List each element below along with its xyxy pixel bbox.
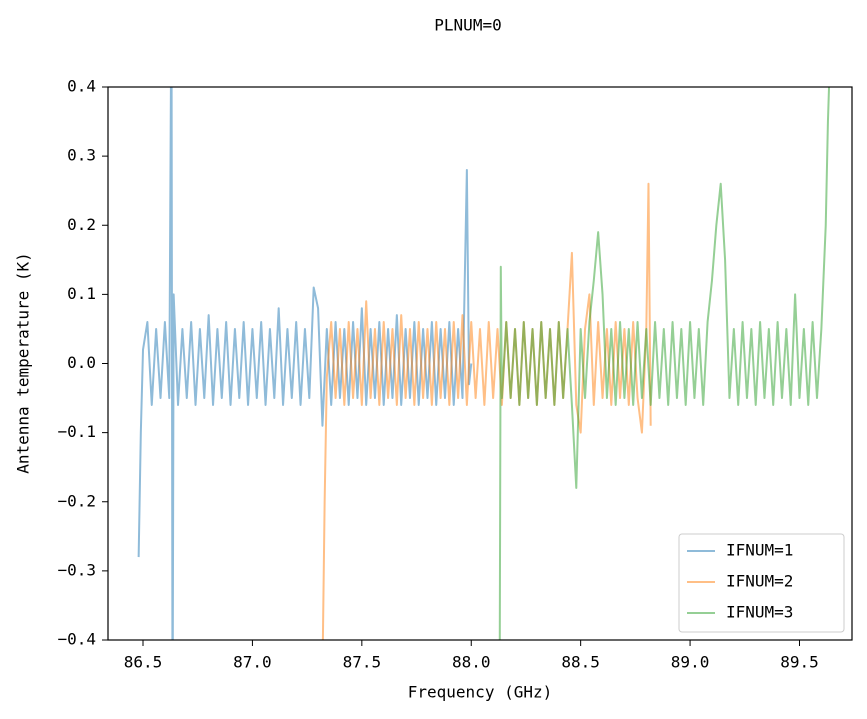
y-tick-label: −0.4 (57, 630, 96, 649)
series-line (498, 87, 831, 640)
y-tick-label: 0.0 (67, 353, 96, 372)
series-line (321, 182, 652, 640)
x-tick-label: 87.0 (233, 653, 272, 672)
y-tick-label: 0.4 (67, 77, 96, 96)
x-tick-label: 88.5 (561, 653, 600, 672)
y-tick-label: −0.1 (57, 422, 96, 441)
chart-title: PLNUM=0 (434, 16, 501, 35)
legend-label: IFNUM=2 (726, 572, 793, 591)
plot-area (137, 87, 831, 640)
y-tick-label: 0.2 (67, 215, 96, 234)
legend-label: IFNUM=3 (726, 603, 793, 622)
y-tick-label: −0.3 (57, 560, 96, 579)
y-axis-label: Antenna temperature (K) (14, 252, 33, 474)
x-tick-label: 86.5 (124, 653, 163, 672)
y-tick-label: −0.2 (57, 491, 96, 510)
legend-label: IFNUM=1 (726, 541, 793, 560)
x-tick-label: 89.5 (780, 653, 819, 672)
legend-box (678, 533, 845, 633)
y-tick-label: 0.3 (67, 146, 96, 165)
y-tick-label: 0.1 (67, 284, 96, 303)
x-axis-label: Frequency (GHz) (408, 683, 553, 702)
x-tick-label: 87.5 (343, 653, 382, 672)
x-tick-label: 88.0 (452, 653, 491, 672)
series-line (137, 87, 473, 640)
x-tick-label: 89.0 (671, 653, 710, 672)
